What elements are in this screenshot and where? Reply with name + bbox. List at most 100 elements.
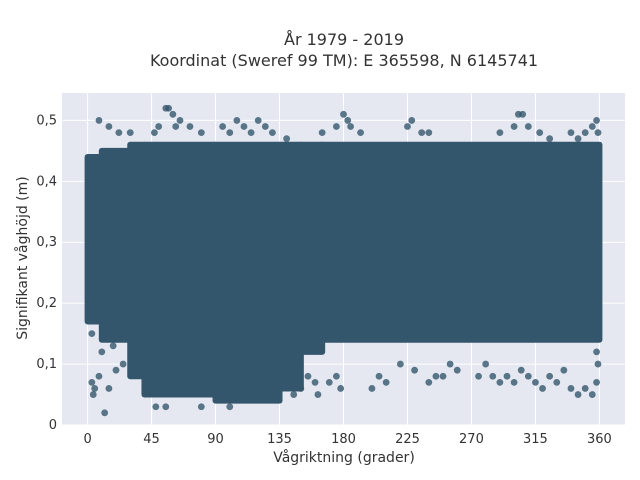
scatter-point <box>593 378 600 386</box>
x-tick-label: 180 <box>331 432 356 447</box>
scatter-point <box>524 123 532 130</box>
scatter-point <box>325 378 333 386</box>
scatter-point <box>594 129 602 136</box>
y-tick-label: 0,3 <box>36 235 57 250</box>
scatter-point <box>510 378 518 386</box>
scatter-point <box>155 123 163 130</box>
scatter-point <box>105 385 113 392</box>
data-points <box>88 104 602 417</box>
scatter-point <box>439 372 447 380</box>
x-tick-label: 270 <box>459 432 484 447</box>
scatter-point <box>297 385 305 392</box>
scatter-point <box>112 366 120 374</box>
x-tick-label: 0 <box>83 432 91 447</box>
scatter-point <box>539 385 546 392</box>
scatter-point <box>169 110 177 118</box>
scatter-point <box>375 372 383 380</box>
dense-point-cloud <box>84 141 603 404</box>
scatter-point <box>95 117 103 124</box>
scatter-point <box>453 366 461 374</box>
scatter-point <box>101 409 109 417</box>
scatter-point <box>482 360 490 368</box>
dense-band-segment <box>276 141 304 392</box>
scatter-point <box>446 360 454 368</box>
scatter-point <box>581 385 589 392</box>
x-tick-label: 45 <box>143 432 160 447</box>
scatter-point <box>496 378 504 386</box>
scatter-point <box>109 342 117 350</box>
scatter-point <box>475 372 482 380</box>
scatter-point <box>233 117 241 124</box>
scatter-point <box>546 135 554 143</box>
scatter-point <box>489 372 497 380</box>
scatter-point <box>593 117 600 124</box>
scatter-point <box>594 360 602 368</box>
scatter-point <box>240 123 248 130</box>
scatter-point <box>340 110 347 118</box>
scatter-point <box>226 403 234 411</box>
scatter-point <box>98 348 106 356</box>
scatter-point <box>357 129 364 136</box>
scatter-point <box>332 372 340 380</box>
scatter-point <box>581 129 589 136</box>
scatter-point <box>283 135 291 143</box>
dense-band-segment <box>319 141 603 343</box>
scatter-point <box>247 129 255 136</box>
scatter-point <box>186 123 194 130</box>
scatter-point <box>368 385 376 392</box>
scatter-point <box>593 348 600 356</box>
scatter-point <box>332 123 340 130</box>
chart-title-line-2: Koordinat (Sweref 99 TM): E 365598, N 61… <box>150 51 538 70</box>
scatter-point <box>152 403 160 411</box>
scatter-point <box>226 129 234 136</box>
scatter-point <box>588 123 596 130</box>
scatter-point <box>165 104 173 112</box>
x-tick-label: 315 <box>523 432 548 447</box>
y-tick-label: 0,2 <box>36 296 57 311</box>
scatter-point <box>519 110 527 118</box>
scatter-point <box>162 403 170 411</box>
scatter-point <box>496 129 504 136</box>
scatter-point <box>418 129 426 136</box>
scatter-point <box>425 378 433 386</box>
scatter-point <box>304 372 312 380</box>
scatter-point <box>89 391 97 398</box>
y-tick-label: 0,4 <box>36 174 57 189</box>
scatter-point <box>261 123 269 130</box>
scatter-point <box>290 391 298 398</box>
scatter-point <box>536 129 544 136</box>
scatter-point <box>95 372 103 380</box>
tick-labels: 0 45 90 135 180 225 270 315 360 0 0,1 0,2 0,3 0,4 0,5 <box>36 113 612 447</box>
scatter-point <box>404 123 411 130</box>
scatter-point <box>560 366 568 374</box>
scatter-point <box>176 117 184 124</box>
y-tick-label: 0,5 <box>36 113 57 128</box>
scatter-point <box>425 129 433 136</box>
scatter-point <box>91 385 99 392</box>
scatter-point <box>314 391 322 398</box>
scatter-point <box>219 123 227 130</box>
scatter-point <box>510 123 518 130</box>
scatter-point <box>151 129 158 136</box>
scatter-point <box>396 360 404 368</box>
scatter-point <box>546 372 554 380</box>
scatter-point <box>567 129 575 136</box>
x-tick-label: 225 <box>395 432 420 447</box>
scatter-point <box>574 391 582 398</box>
scatter-point <box>311 378 319 386</box>
scatter-point <box>347 123 355 130</box>
dense-band-segment <box>98 147 134 343</box>
y-tick-label: 0,1 <box>36 357 57 372</box>
scatter-point <box>382 378 390 386</box>
x-axis-label: Vågriktning (grader) <box>273 449 415 466</box>
scatter-point <box>197 403 205 411</box>
x-tick-label: 135 <box>267 432 292 447</box>
scatter-point <box>126 129 134 136</box>
dense-band-segment <box>297 141 326 355</box>
scatter-point <box>318 129 326 136</box>
scatter-point <box>517 366 525 374</box>
x-tick-label: 90 <box>207 432 224 447</box>
dense-band-segment <box>141 141 219 398</box>
scatter-point <box>503 372 511 380</box>
